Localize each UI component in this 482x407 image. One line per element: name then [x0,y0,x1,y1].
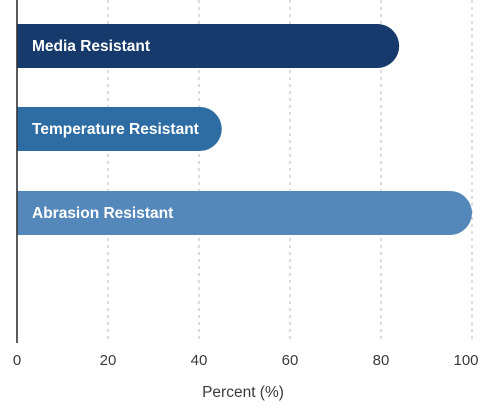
bar-label-temperature-resistant: Temperature Resistant [32,121,199,138]
x-tick-label-100: 100 [453,352,478,369]
bar-abrasion-resistant [17,191,472,235]
x-tick-label-0: 0 [13,352,21,369]
bar-label-abrasion-resistant: Abrasion Resistant [32,205,173,222]
bar-media-resistant [17,24,400,68]
x-axis-title: Percent (%) [202,384,284,401]
x-tick-label-20: 20 [100,352,117,369]
bars: Media Resistant Temperature Resistant Abra… [17,24,472,235]
x-tick-label-40: 40 [191,352,208,369]
bar-label-media-resistant: Media Resistant [32,38,150,55]
x-tick-labels: 0 20 40 60 80 100 [13,352,479,369]
x-tick-label-80: 80 [373,352,390,369]
x-tick-label-60: 60 [282,352,299,369]
bar-temperature-resistant [17,107,222,151]
